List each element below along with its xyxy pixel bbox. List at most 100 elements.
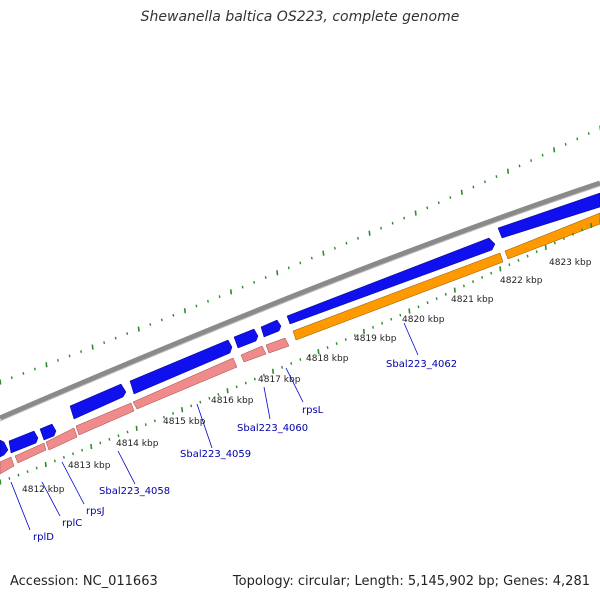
tick-4816-kbp: 4816 kbp	[211, 396, 254, 406]
outer-track-minor-tick	[10, 376, 13, 380]
inner-track-minor-tick	[490, 271, 493, 275]
outer-track-minor-tick	[472, 185, 475, 189]
inner-track-minor-tick	[62, 455, 65, 459]
inner-track-minor-tick	[562, 237, 565, 241]
inner-dotted-track	[0, 219, 600, 485]
gene-forward-last[interactable]	[497, 192, 600, 239]
inner-track-major-tick	[90, 443, 93, 450]
outer-track-major-tick	[368, 230, 371, 236]
inner-track-minor-tick	[372, 325, 375, 329]
outer-track-major-tick	[506, 168, 510, 174]
inner-track-major-tick	[590, 222, 593, 229]
outer-track-minor-tick	[68, 354, 71, 358]
outer-track-minor-tick	[264, 276, 267, 279]
map-title: Shewanella baltica OS223, complete genom…	[140, 9, 460, 25]
outer-track-minor-tick	[449, 196, 452, 199]
gene-forward-4062[interactable]	[286, 237, 496, 325]
gene-forward-4060[interactable]	[260, 319, 282, 338]
gene-label-sbal223-4060[interactable]: Sbal223_4060	[237, 423, 308, 434]
gene-reverse-3[interactable]	[45, 427, 78, 451]
inner-track-minor-tick	[208, 396, 211, 400]
tick-4820-kbp: 4820 kbp	[402, 315, 445, 325]
tick-4817-kbp: 4817 kbp	[258, 375, 301, 385]
gene-label-sbal223-4059[interactable]: Sbal223_4059	[180, 449, 251, 460]
gene-reverse-6[interactable]	[240, 345, 267, 363]
gene-reverse-2[interactable]	[14, 442, 47, 464]
forward-strand-track	[0, 192, 600, 458]
inner-track-minor-tick	[26, 470, 29, 473]
outer-track-minor-tick	[391, 221, 394, 225]
leader-lines	[10, 322, 419, 531]
tick-4821-kbp: 4821 kbp	[451, 295, 494, 305]
scale-labels: 4812 kbp 4813 kbp 4814 kbp 4815 kbp 4816…	[22, 258, 592, 495]
inner-track-minor-tick	[190, 404, 193, 408]
inner-track-minor-tick	[462, 284, 465, 288]
gene-reverse-9[interactable]	[504, 212, 600, 260]
inner-track-major-tick	[362, 328, 366, 335]
tick-4822-kbp: 4822 kbp	[500, 276, 543, 286]
accession-label: Accession: NC_011663	[10, 574, 158, 589]
gene-forward-4058[interactable]	[129, 339, 233, 395]
gene-label-rpsj[interactable]: rpsJ	[86, 506, 105, 517]
gene-forward-rpsj[interactable]	[69, 383, 127, 420]
gene-label-rpsl[interactable]: rpsL	[302, 405, 324, 416]
inner-track-minor-tick	[81, 448, 84, 452]
outer-track-minor-tick	[310, 256, 313, 260]
leader-rpld	[10, 481, 31, 531]
inner-track-minor-tick	[290, 362, 293, 365]
outer-track-minor-tick	[126, 332, 129, 336]
inner-track-minor-tick	[344, 338, 347, 341]
outer-track-major-tick	[91, 344, 94, 350]
gene-label-rplc[interactable]: rplC	[62, 518, 82, 529]
outer-track-minor-tick	[403, 216, 406, 220]
leader-rpsj	[61, 461, 85, 505]
gene-forward-1[interactable]	[0, 439, 9, 458]
gene-forward-4059[interactable]	[233, 328, 259, 349]
inner-track-minor-tick	[481, 276, 484, 279]
gene-label-sbal223-4058[interactable]: Sbal223_4058	[99, 486, 170, 497]
gene-forward-rplc[interactable]	[39, 423, 57, 441]
gene-reverse-7[interactable]	[265, 337, 290, 354]
inner-track-major-tick	[408, 308, 411, 314]
gene-reverse-1[interactable]	[0, 456, 15, 475]
inner-track-minor-tick	[444, 292, 447, 296]
outer-track-minor-tick	[437, 201, 440, 205]
tick-4814-kbp: 4814 kbp	[116, 439, 159, 449]
outer-track-minor-tick	[22, 372, 25, 375]
outer-track-minor-tick	[207, 299, 209, 303]
inner-track-minor-tick	[53, 459, 56, 463]
outer-track-minor-tick	[57, 358, 59, 362]
inner-track-minor-tick	[235, 385, 238, 389]
outer-track-minor-tick	[149, 323, 152, 326]
inner-track-minor-tick	[35, 466, 38, 470]
outer-track-major-tick	[45, 362, 48, 368]
tick-4818-kbp: 4818 kbp	[306, 354, 349, 364]
outer-track-major-tick	[276, 270, 279, 276]
leader-rplc	[41, 481, 61, 517]
outer-track-major-tick	[322, 250, 325, 256]
inner-track-minor-tick	[581, 228, 584, 232]
inner-track-minor-tick	[17, 473, 20, 477]
inner-track-minor-tick	[399, 313, 402, 317]
gene-reverse-4[interactable]	[75, 402, 135, 436]
gene-forward-rpld[interactable]	[8, 430, 39, 454]
inner-track-major-tick	[499, 266, 502, 272]
gene-label-sbal223-4062[interactable]: Sbal223_4062	[386, 359, 457, 370]
tick-4812-kbp: 4812 kbp	[22, 485, 65, 495]
gene-label-rpld[interactable]: rplD	[33, 532, 54, 543]
leader-4062	[403, 322, 419, 356]
inner-track-minor-tick	[353, 334, 356, 337]
gene-reverse-8[interactable]	[292, 252, 504, 341]
leader-4059	[196, 403, 213, 449]
inner-track-minor-tick	[117, 434, 120, 438]
inner-track-minor-tick	[144, 423, 147, 427]
outer-track-minor-tick	[114, 336, 117, 340]
inner-track-minor-tick	[572, 232, 575, 236]
outer-track-major-tick	[137, 326, 140, 332]
backbone-ring	[0, 180, 600, 421]
leader-4058	[117, 450, 136, 485]
outer-track-minor-tick	[576, 137, 579, 141]
outer-track-minor-tick	[287, 266, 290, 270]
gene-reverse-5[interactable]	[132, 357, 238, 410]
inner-track-minor-tick	[253, 377, 256, 381]
